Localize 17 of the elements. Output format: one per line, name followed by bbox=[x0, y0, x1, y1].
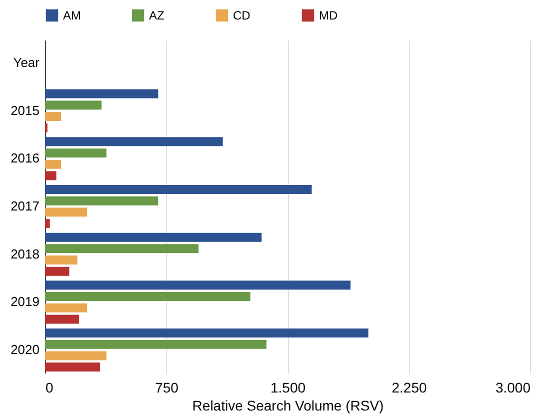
legend-label: AZ bbox=[149, 8, 164, 22]
y-tick-label: Year bbox=[13, 54, 40, 70]
y-tick-label: 2018 bbox=[10, 246, 40, 262]
legend-label: AM bbox=[63, 8, 82, 22]
x-tick-label: 0 bbox=[46, 380, 54, 396]
x-axis-title: Relative Search Volume (RSV) bbox=[192, 398, 384, 414]
y-tick-label: 2016 bbox=[10, 150, 40, 166]
y-tick-label: 2019 bbox=[10, 294, 40, 310]
y-tick-label: 2015 bbox=[10, 102, 40, 118]
y-tick-label: 2017 bbox=[10, 198, 40, 214]
legend-label: CD bbox=[233, 8, 251, 22]
y-tick-label: 2020 bbox=[10, 342, 40, 358]
x-tick-label: 2.250 bbox=[392, 380, 427, 396]
legend-label: MD bbox=[319, 8, 338, 22]
x-tick-label: 1.500 bbox=[270, 380, 306, 396]
x-tick-label: 750 bbox=[155, 380, 179, 396]
x-tick-label: 3.000 bbox=[495, 380, 531, 396]
